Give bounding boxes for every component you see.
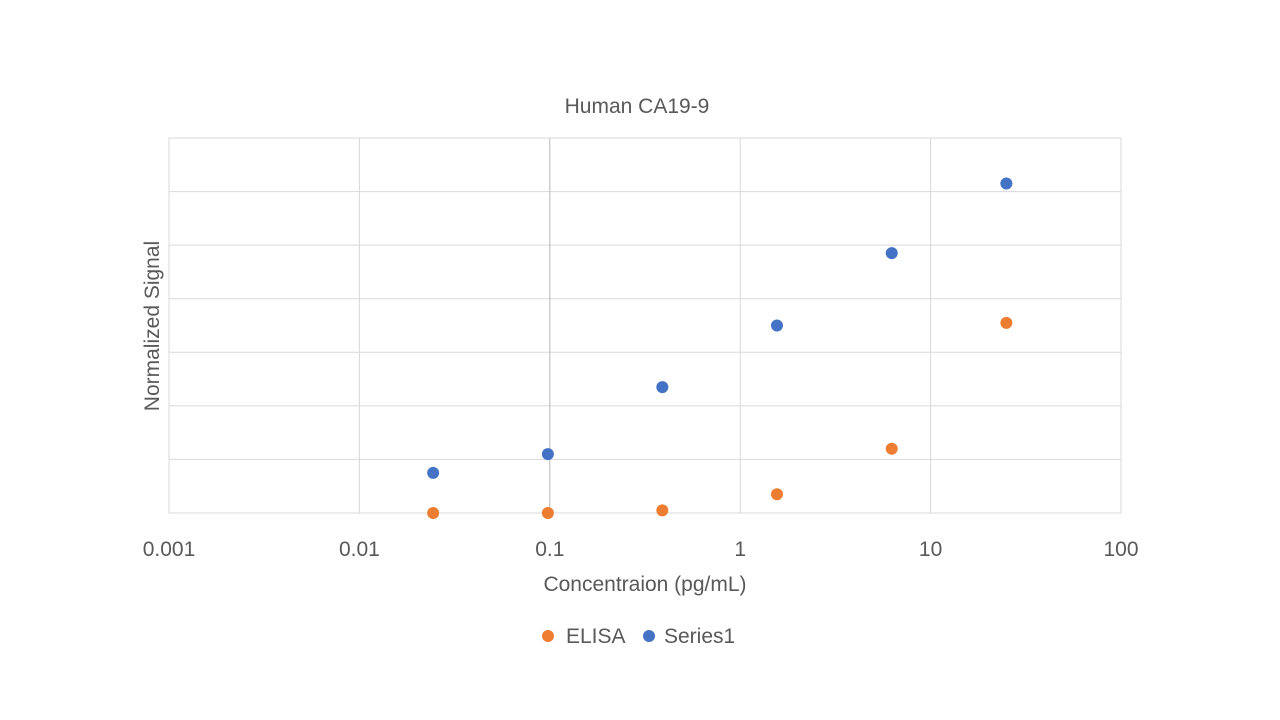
x-tick-labels: 0.001 0.01 0.1 1 10 100 xyxy=(143,538,1139,561)
chart-title: Human CA19-9 xyxy=(565,95,710,118)
legend: ELISA Series1 xyxy=(542,625,735,648)
data-point-series1 xyxy=(885,247,898,260)
x-tick-label: 10 xyxy=(919,538,942,561)
data-point-elisa xyxy=(1000,316,1013,329)
x-tick-label: 100 xyxy=(1103,538,1138,561)
data-point-elisa xyxy=(885,442,898,455)
data-points xyxy=(427,177,1013,519)
x-tick-label: 0.1 xyxy=(535,538,564,561)
legend-marker-series1 xyxy=(643,630,655,642)
plot-area-border xyxy=(168,137,1122,514)
x-axis-label: Concentraion (pg/mL) xyxy=(543,573,746,596)
legend-marker-elisa xyxy=(542,630,554,642)
x-tick-label: 1 xyxy=(734,538,746,561)
legend-label-series1: Series1 xyxy=(664,625,735,648)
data-point-series1 xyxy=(656,381,669,394)
x-tick-label: 0.01 xyxy=(339,538,380,561)
data-point-elisa xyxy=(656,504,669,517)
data-point-series1 xyxy=(541,448,554,461)
y-axis-label: Normalized Signal xyxy=(141,241,164,411)
x-tick-label: 0.001 xyxy=(143,538,196,561)
data-point-elisa xyxy=(541,507,554,519)
legend-label-elisa: ELISA xyxy=(566,625,626,648)
data-point-series1 xyxy=(427,466,440,479)
data-point-series1 xyxy=(1000,177,1013,190)
data-point-elisa xyxy=(770,488,783,501)
data-point-elisa xyxy=(427,507,440,519)
data-point-series1 xyxy=(770,319,783,332)
